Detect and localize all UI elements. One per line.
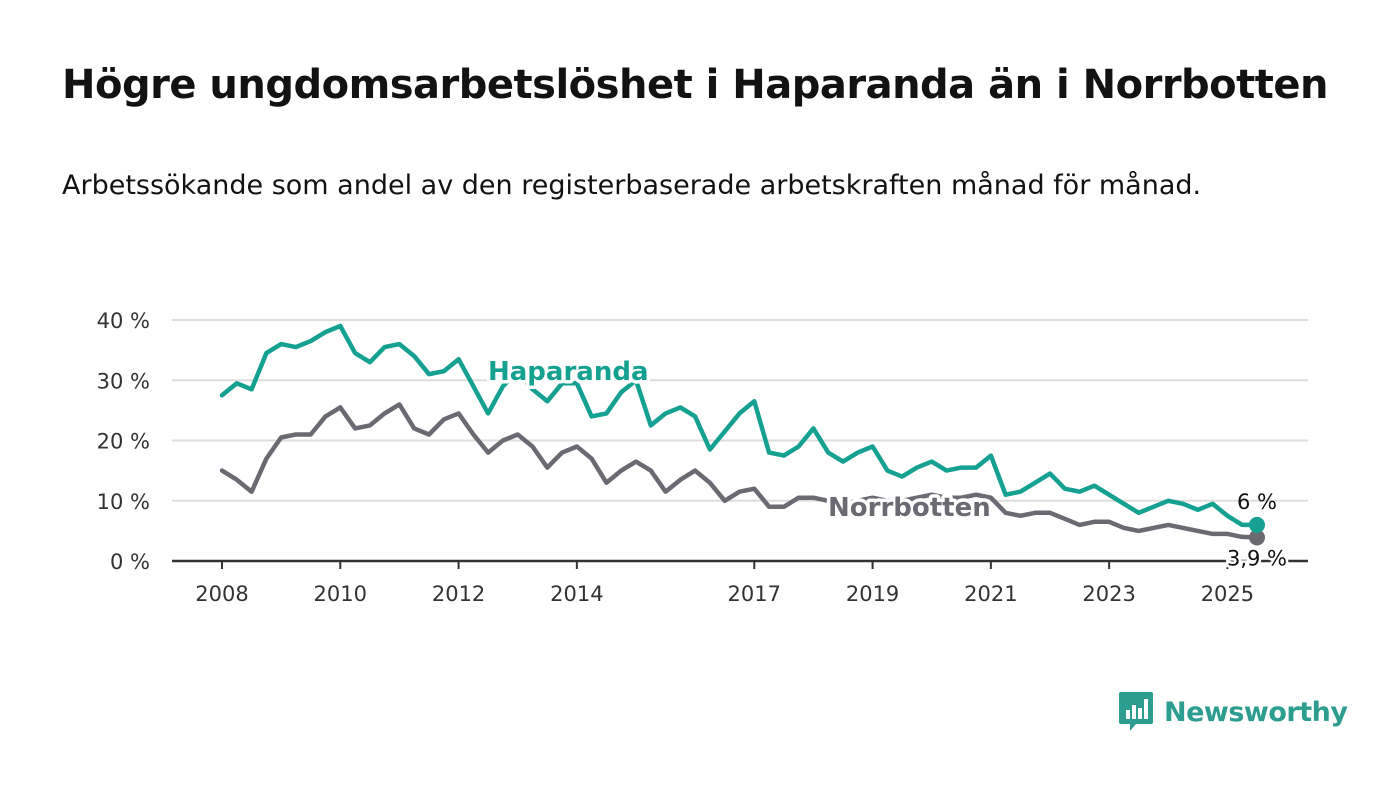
series-label-norrbotten: Norrbotten	[828, 493, 991, 523]
series-line-norrbotten	[219, 402, 1260, 540]
chart-subtitle: Arbetssökande som andel av den registerb…	[62, 170, 1202, 201]
y-tick-label: 40 %	[97, 309, 150, 333]
series-line-haparanda	[219, 323, 1260, 528]
x-tick-label: 2025	[1201, 582, 1254, 606]
end-label-haparanda: 6 %	[1237, 490, 1277, 514]
x-tick-label: 2021	[964, 582, 1017, 606]
newsworthy-icon	[1119, 692, 1153, 731]
x-tick-label: 2019	[846, 582, 899, 606]
x-tick-label: 2008	[195, 582, 248, 606]
y-tick-label: 30 %	[97, 369, 150, 393]
newsworthy-logo: Newsworthy	[1118, 690, 1348, 734]
x-tick-label: 2012	[432, 582, 485, 606]
y-tick-label: 10 %	[97, 490, 150, 514]
x-tick-label: 2014	[550, 582, 603, 606]
end-point-norrbotten	[1249, 529, 1265, 546]
x-tick-label: 2010	[314, 582, 367, 606]
y-tick-label: 0 %	[110, 550, 150, 574]
x-tick-label: 2023	[1082, 582, 1135, 606]
brand-name: Newsworthy	[1164, 696, 1348, 728]
series-label-haparanda: Haparanda	[488, 357, 649, 387]
end-point-haparanda	[1249, 516, 1265, 533]
x-tick-label: 2017	[728, 582, 781, 606]
chart-title: Högre ungdomsarbetslöshet i Haparanda än…	[62, 62, 1329, 108]
y-tick-label: 20 %	[97, 430, 150, 454]
end-label-norrbotten: 3,9 %	[1227, 547, 1287, 571]
